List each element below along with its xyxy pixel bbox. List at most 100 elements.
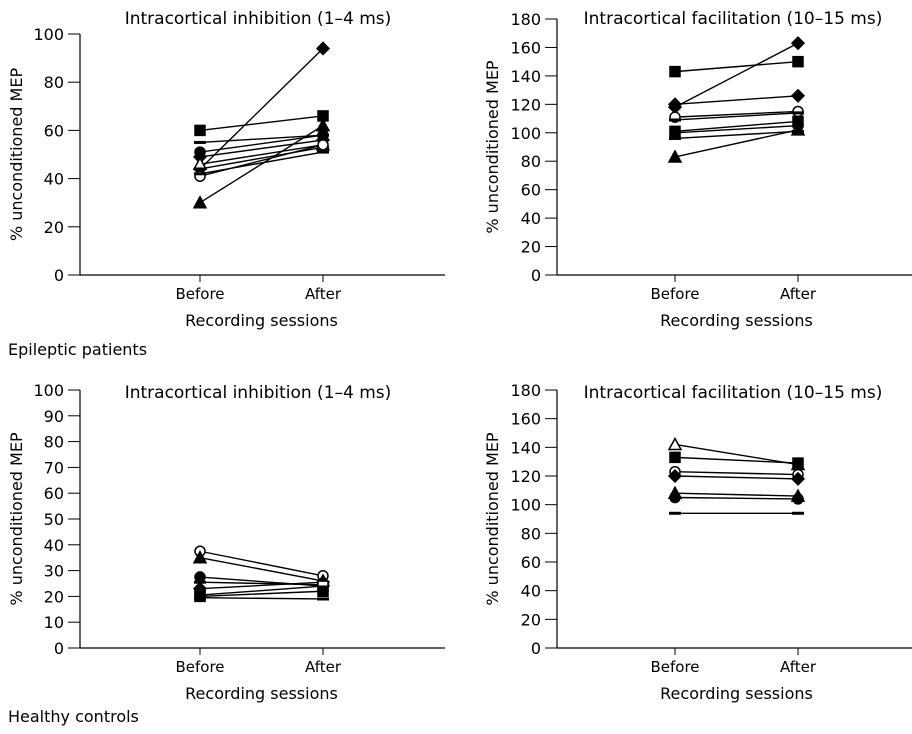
series-line [674,456,799,464]
data-point-after [315,41,331,56]
series-line [674,129,799,158]
series-2 [192,550,331,587]
y-tick-label: 100 [33,381,64,400]
series-line [199,581,324,586]
data-point-after [317,139,329,151]
x-tick-label: Before [175,285,224,303]
series-line [674,42,799,108]
y-tick-label: 160 [510,410,541,429]
series-line [199,115,324,132]
series-6 [669,491,804,505]
data-point-after [315,118,331,132]
series-2 [667,36,806,115]
series-10 [192,118,331,209]
chart-title: Intracortical facilitation (10–15 ms) [584,383,883,403]
series-line [199,590,324,598]
series-line [199,144,324,177]
y-tick-label: 30 [44,562,64,581]
y-tick-label: 60 [521,553,541,572]
y-tick-label: 80 [44,433,64,452]
x-tick-label: Before [175,658,224,676]
series-line [674,110,799,118]
y-tick-label: 0 [54,266,64,285]
y-tick-label: 20 [44,587,64,606]
y-tick-label: 60 [44,484,64,503]
x-tick-label: After [305,658,342,676]
series-1 [669,55,804,78]
series-9 [194,150,329,176]
y-tick-label: 0 [531,639,541,658]
y-tick-label: 40 [44,536,64,555]
series-line [674,471,799,476]
y-tick-label: 120 [510,95,541,114]
y-axis-label: % unconditioned MEP [483,432,502,606]
data-point-after [792,457,804,469]
y-axis-label: % unconditioned MEP [7,68,26,242]
y-tick-label: 60 [521,181,541,200]
series-line [199,557,324,582]
chart-title: Intracortical facilitation (10–15 ms) [584,9,883,29]
chart-panel-4: 0 20 40 60 80 100 120 140 160 180 Before After Recor… [483,378,912,703]
series-line [199,124,324,204]
series-line [199,585,324,596]
y-tick-label: 70 [44,458,64,477]
chart-panel-2: 0 20 40 60 80 100 120 140 160 180 Before After Recor… [483,4,912,330]
y-axis-label: % unconditioned MEP [483,60,502,234]
series-line [674,475,799,480]
series-5 [669,111,804,122]
series-line [674,492,799,497]
data-point-before [667,468,683,484]
chart-title: Intracortical inhibition (1–4 ms) [125,9,392,29]
x-axis-label: Recording sessions [660,311,813,330]
y-tick-label: 80 [44,73,64,92]
series-1 [194,545,329,582]
series-4 [667,468,806,486]
data-point-before [669,451,681,464]
data-point-before [667,97,683,112]
x-tick-label: Before [650,285,699,303]
y-tick-label: 40 [44,170,64,189]
data-point-after [790,122,806,136]
y-tick-label: 90 [44,407,64,426]
series-1 [667,436,806,471]
series-line [199,144,324,165]
series-2 [194,110,329,137]
series-line [674,60,799,73]
x-axis-label: Recording sessions [185,311,338,330]
data-point-before [192,550,208,564]
series-line [199,134,324,144]
y-tick-label: 100 [510,124,541,143]
y-tick-label: 80 [521,524,541,543]
y-tick-label: 100 [510,496,541,515]
y-tick-label: 180 [510,381,541,400]
data-point-after [790,88,806,103]
y-tick-label: 140 [510,67,541,86]
data-point-before [669,127,681,139]
series-line [674,130,799,140]
y-tick-label: 60 [44,121,64,140]
series-8 [194,596,329,601]
group-caption-healthy-controls: Healthy controls [8,707,139,726]
data-point-before [194,124,206,137]
series-line [674,496,799,500]
series-line [674,124,799,134]
data-point-before [192,195,208,209]
group-caption-epileptic-patients: Epileptic patients [8,340,148,359]
data-point-after [317,585,329,597]
x-axis-label: Recording sessions [185,684,338,703]
y-tick-label: 40 [521,209,541,228]
chart-panel-1: 0 20 40 60 80 100 Before After Recording session… [7,4,445,330]
series-line [199,581,324,590]
y-tick-label: 10 [44,613,64,632]
data-point-before [667,436,683,451]
x-tick-label: After [780,285,817,303]
data-point-after [790,471,806,486]
data-point-before [667,149,683,163]
y-tick-label: 140 [510,438,541,457]
x-tick-label: After [780,658,817,676]
series-line [674,120,799,133]
data-point-after [792,55,804,68]
y-tick-label: 160 [510,38,541,57]
